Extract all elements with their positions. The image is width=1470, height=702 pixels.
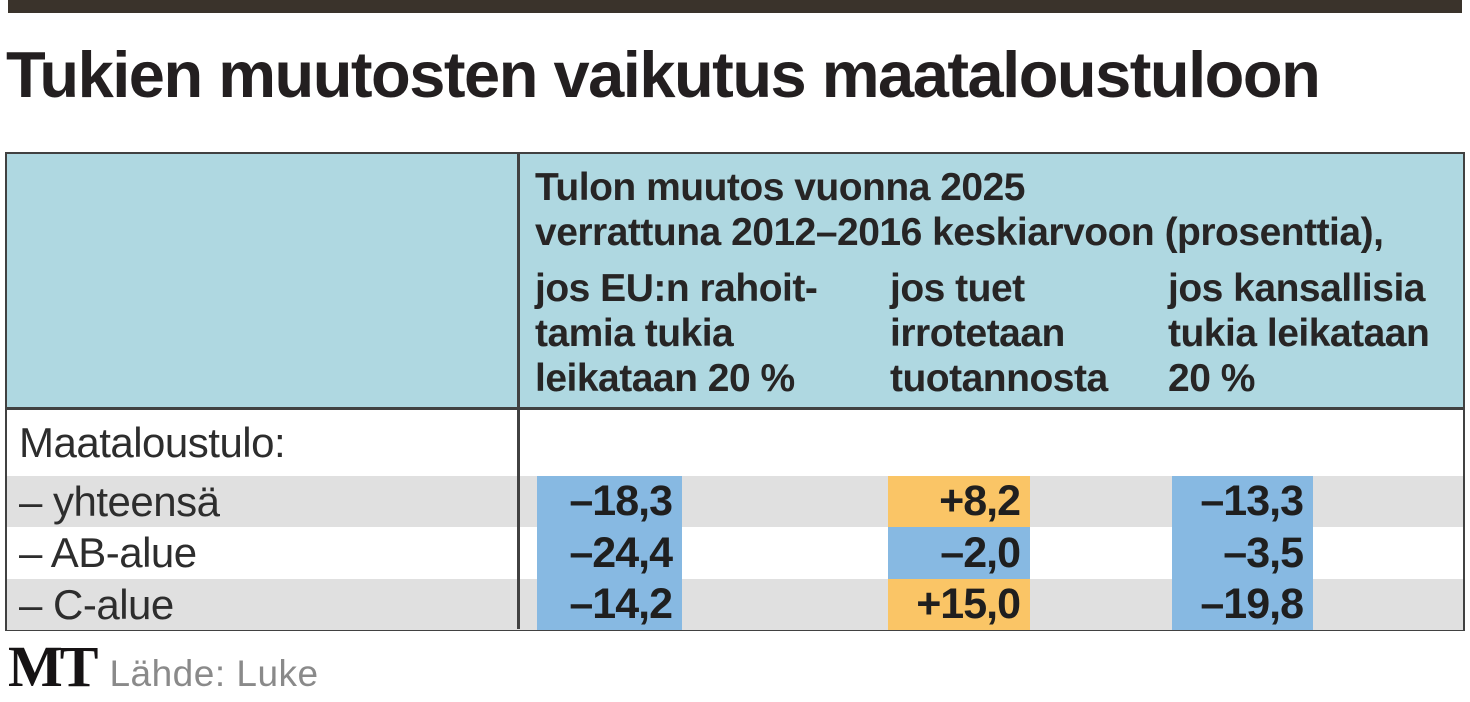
footer: MT Lähde: Luke [8,638,319,696]
value-cell: +8,2 [888,476,1030,527]
value-cell: –18,3 [537,476,682,527]
row-label: – yhteensä [19,477,220,525]
header-title-line1: Tulon muutos vuonna 2025 [535,166,1026,209]
table-row-c-alue: – C-alue –14,2 +15,0 –19,8 [7,579,1463,630]
row-label: – C-alue [19,580,174,628]
page-title: Tukien muutosten vaikutus maataloustuloo… [6,38,1321,111]
row-group-label: Maataloustulo: [19,419,286,466]
table-header: Tulon muutos vuonna 2025 verrattuna 2012… [7,154,1463,410]
column-divider-line [517,154,520,629]
income-change-table: Tulon muutos vuonna 2025 verrattuna 2012… [5,152,1465,631]
column-header-national-cut: jos kansallisia tukia leikataan 20 % [1168,267,1430,400]
value-cell: –19,8 [1172,579,1313,630]
value-cell: –24,4 [537,527,682,579]
column-header-eu-cut: jos EU:n rahoit- tamia tukia leikataan 2… [535,267,818,400]
value-cell: –13,3 [1172,476,1313,527]
source-label: Lähde: Luke [109,653,319,694]
top-accent-bar [8,0,1462,13]
row-label: – AB-alue [19,529,197,576]
mt-logo: MT [8,634,98,699]
value-cell: –3,5 [1172,527,1313,579]
table-row-group: Maataloustulo: [7,410,1463,476]
table-row-ab-alue: – AB-alue –24,4 –2,0 –3,5 [7,527,1463,579]
value-cell: –14,2 [537,579,682,630]
table-body: Maataloustulo: – yhteensä –18,3 +8,2 –13… [7,410,1463,630]
column-header-decoupled: jos tuet irrotetaan tuotannosta [890,267,1108,400]
table-row-yhteensa: – yhteensä –18,3 +8,2 –13,3 [7,476,1463,527]
header-title-line2: verrattuna 2012–2016 keskiarvoon (prosen… [535,211,1384,254]
value-cell: –2,0 [888,527,1030,579]
value-cell: +15,0 [888,579,1030,630]
